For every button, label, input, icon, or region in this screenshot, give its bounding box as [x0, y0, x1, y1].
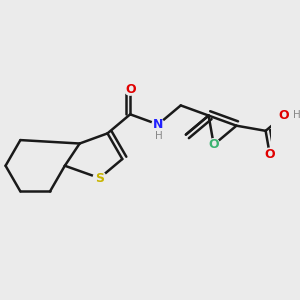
Text: O: O: [208, 138, 219, 151]
Text: N: N: [153, 118, 163, 131]
Text: O: O: [125, 82, 136, 96]
Circle shape: [278, 110, 290, 122]
Text: H: H: [155, 130, 163, 141]
Text: S: S: [95, 172, 104, 184]
Text: O: O: [278, 109, 289, 122]
Circle shape: [124, 83, 136, 95]
Circle shape: [208, 139, 220, 151]
Text: H: H: [293, 110, 300, 120]
Text: O: O: [264, 148, 275, 161]
Circle shape: [152, 118, 164, 130]
Circle shape: [264, 148, 276, 160]
Circle shape: [93, 172, 106, 184]
